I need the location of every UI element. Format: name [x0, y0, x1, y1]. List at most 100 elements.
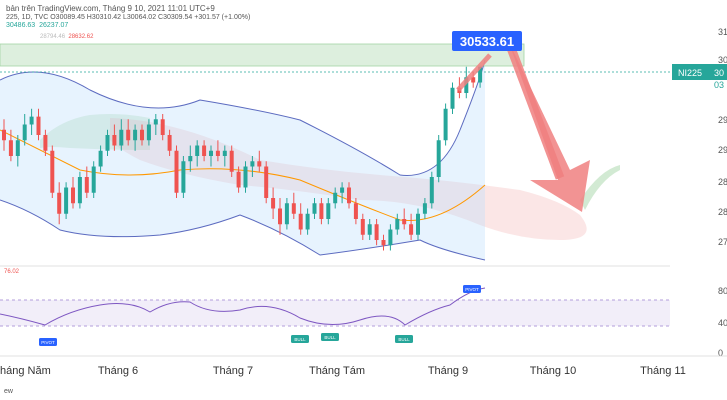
- bollinger-lower: [0, 199, 486, 261]
- candle-body: [126, 129, 131, 141]
- y-tick-label: 28: [718, 177, 727, 187]
- candle-body: [215, 150, 220, 156]
- candle-body: [402, 219, 407, 225]
- rsi-line: [0, 287, 486, 326]
- candle: [340, 182, 345, 204]
- rsi-axis: 80 40 0: [718, 286, 727, 358]
- x-tick-label: Tháng Tám: [309, 365, 365, 377]
- candle: [2, 119, 6, 151]
- candle: [15, 135, 20, 167]
- candle-body: [278, 208, 282, 225]
- x-tick-label: Tháng 10: [530, 365, 576, 377]
- candle: [188, 145, 193, 172]
- rsi-signal-bull: BULL: [321, 333, 339, 341]
- price-tag-bg: [672, 64, 727, 80]
- candle: [43, 129, 48, 156]
- price-callout-value: 30533.61: [460, 34, 514, 49]
- candle-body: [188, 156, 193, 162]
- candle: [98, 145, 103, 172]
- price-tag-value-2: 03: [714, 80, 724, 90]
- cloud-red: [110, 118, 587, 240]
- candle-body: [160, 119, 165, 135]
- candle-body: [340, 187, 345, 193]
- header-prefix: bản trên TradingView.com, Tháng 9 10, 20…: [6, 4, 215, 13]
- candle-body: [367, 224, 372, 235]
- resistance-zone: [0, 43, 525, 67]
- candle-body: [29, 116, 34, 125]
- candle: [422, 198, 427, 219]
- candle-body: [409, 224, 414, 235]
- candle-body: [347, 187, 351, 204]
- candle-series: [2, 66, 483, 251]
- price-callout-box: [452, 31, 522, 51]
- candle: [140, 124, 144, 146]
- rsi-signal-pivot: PIVOT: [463, 285, 481, 293]
- candle-body: [291, 203, 296, 214]
- candle: [71, 177, 75, 209]
- candle: [119, 119, 124, 151]
- candle-body: [140, 129, 144, 141]
- time-axis: Tháng Năm Tháng 6 Tháng 7 Tháng Tám Tháng 9 T…: [0, 365, 686, 377]
- candle-body: [57, 192, 62, 214]
- candle-body: [443, 108, 448, 141]
- y-tick-label: 31: [718, 27, 727, 37]
- rsi-tick-label: 40: [718, 318, 727, 328]
- candle: [374, 219, 379, 246]
- price-axis: 31 30 29 29 28 28 27: [718, 27, 727, 247]
- candle-body: [22, 124, 27, 141]
- rsi-tick-label: 0: [718, 348, 723, 358]
- candle: [388, 224, 393, 251]
- candle-body: [429, 177, 434, 204]
- candle-body: [305, 213, 310, 230]
- candle-body: [360, 219, 365, 235]
- rsi-tick-label: 80: [718, 286, 727, 296]
- candle: [29, 108, 34, 135]
- candle: [146, 119, 151, 146]
- candle-body: [471, 77, 476, 83]
- candle: [319, 198, 324, 225]
- candle-body: [64, 187, 69, 214]
- candle: [209, 145, 213, 167]
- x-tick-label: Tháng Năm: [0, 365, 51, 377]
- candle: [395, 213, 400, 235]
- indicator-values-2: 28794.46 28632.62: [40, 34, 93, 40]
- candle: [250, 156, 255, 177]
- candle: [50, 145, 55, 198]
- candle-body: [388, 229, 393, 246]
- candle-body: [71, 187, 75, 204]
- candle-body: [2, 129, 6, 141]
- rsi-label: 76.02: [4, 269, 20, 275]
- candle: [367, 219, 372, 240]
- candle: [126, 119, 131, 146]
- indicator-value-c: 28794.46: [40, 34, 66, 40]
- candle: [353, 198, 358, 225]
- rsi-signal-bull: BULL: [395, 335, 413, 343]
- candle: [257, 150, 262, 172]
- candle-body: [195, 145, 200, 156]
- candle: [215, 140, 220, 162]
- candle-body: [119, 129, 124, 146]
- candle: [264, 161, 269, 204]
- candle: [22, 114, 27, 146]
- candle: [443, 103, 448, 146]
- candle: [236, 166, 241, 193]
- candle: [195, 140, 200, 167]
- x-tick-label: Tháng 9: [428, 365, 468, 377]
- rsi-signal-label: PIVOT: [465, 287, 479, 292]
- candle-body: [243, 166, 248, 188]
- bollinger-upper: [0, 59, 486, 176]
- candle-body: [50, 150, 55, 193]
- candle: [174, 145, 179, 198]
- candle-body: [264, 166, 269, 198]
- callout-arrow-shaft: [503, 38, 565, 180]
- bollinger-band: [0, 60, 485, 260]
- candle-body: [381, 240, 386, 246]
- candle: [153, 114, 158, 135]
- candle: [160, 114, 165, 141]
- candle-body: [174, 150, 179, 193]
- ohlc-line: 225, 1D, TVC O30089.45 H30310.42 L30064.…: [6, 14, 251, 21]
- x-tick-label: Tháng 7: [213, 365, 253, 377]
- candle-body: [312, 203, 317, 214]
- candle-body: [112, 135, 117, 146]
